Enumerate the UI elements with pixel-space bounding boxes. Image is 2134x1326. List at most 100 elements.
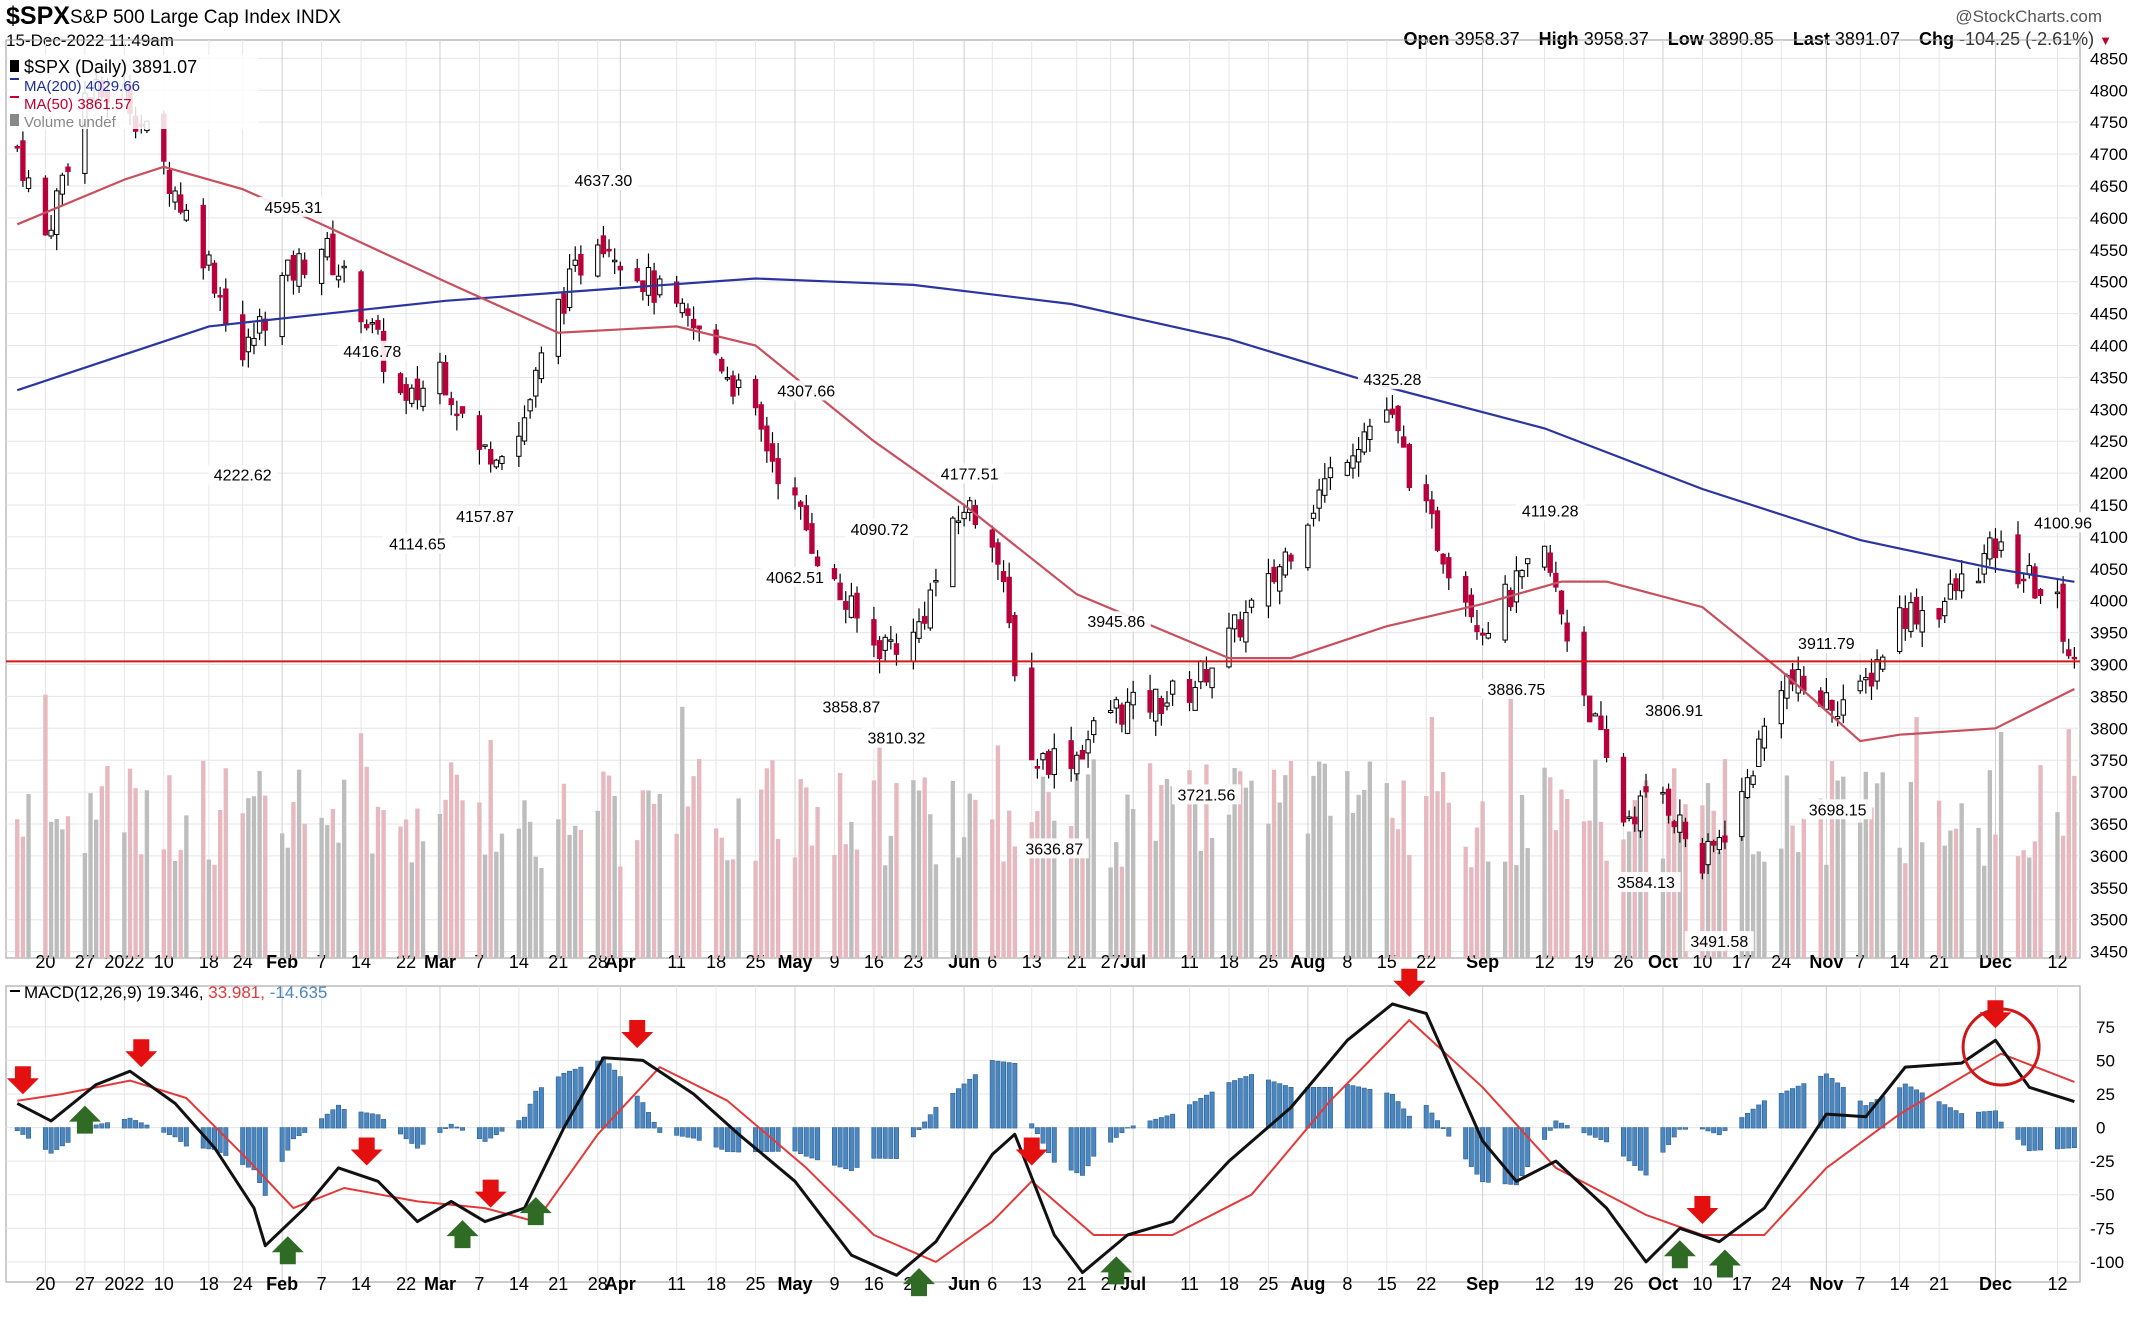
histogram-bar <box>1113 1127 1119 1138</box>
candle-down <box>769 443 776 462</box>
x-tick-label: 9 <box>829 1274 839 1294</box>
histogram-bar <box>217 1127 223 1153</box>
price-tick-label: 3500 <box>2090 911 2128 930</box>
volume-bar <box>1942 845 1947 958</box>
candle-up <box>950 517 956 588</box>
volume-bar <box>792 857 798 958</box>
candle-up <box>1322 478 1328 496</box>
annotation-bg <box>771 380 841 401</box>
histogram-bar <box>144 1124 150 1129</box>
histogram-bar <box>1722 1127 1728 1131</box>
histogram-bar <box>1074 1127 1080 1174</box>
x-tick-label: Oct <box>1648 1274 1678 1294</box>
volume-bar <box>725 860 730 958</box>
x-tick-label: Sep <box>1466 952 1499 972</box>
legend-bg <box>8 55 258 129</box>
candle-up <box>341 265 347 269</box>
candle-down <box>375 319 381 330</box>
candle-down <box>713 329 719 354</box>
candle-up <box>1113 699 1119 709</box>
histogram-bar <box>1029 1123 1035 1129</box>
volume-bar <box>697 758 702 958</box>
candle-up <box>572 259 578 266</box>
x-tick-label: 13 <box>1022 1274 1042 1294</box>
volume-bar <box>522 800 527 958</box>
candle-down <box>764 425 770 452</box>
candle-up <box>1367 425 1373 440</box>
volume-bar <box>832 855 837 958</box>
annotation-bg <box>935 463 1005 484</box>
histogram-bar <box>1429 1112 1435 1129</box>
volume-bar <box>1948 830 1953 958</box>
histogram-bar <box>1046 1127 1052 1154</box>
candle-down <box>1119 704 1125 725</box>
histogram-bar <box>330 1109 336 1129</box>
annotation-bg <box>450 505 520 526</box>
candle-down <box>606 248 612 252</box>
volume-bar <box>1801 818 1807 958</box>
candle-down <box>634 268 640 282</box>
volume-bar <box>172 860 178 958</box>
volume-bar <box>1204 764 1209 958</box>
histogram-bar <box>792 1127 798 1152</box>
candle-down <box>454 413 460 417</box>
volume-bar <box>1508 695 1513 958</box>
volume-bar <box>1125 794 1130 958</box>
candle-down <box>1406 444 1413 489</box>
candle-down <box>1045 750 1052 775</box>
histogram-bar <box>724 1127 730 1152</box>
volume-bar <box>877 727 882 958</box>
volume-bar <box>1170 786 1175 958</box>
volume-bar <box>1446 802 1451 958</box>
x-tick-label: Jun <box>948 952 980 972</box>
volume-bar <box>54 818 59 958</box>
candle-down <box>730 375 736 397</box>
candle-up <box>1040 753 1046 761</box>
histogram-bar <box>617 1076 623 1129</box>
volume-bar <box>1841 776 1846 958</box>
candle-down <box>775 458 781 485</box>
volume-bar <box>1519 794 1525 958</box>
volume-bar <box>1683 804 1688 958</box>
open-value: 3958.37 <box>1454 29 1520 49</box>
candle-up <box>420 387 426 407</box>
histogram-bar <box>1761 1100 1767 1129</box>
volume-bar <box>1350 813 1356 958</box>
volume-bar <box>2038 765 2043 958</box>
candle-down <box>488 449 494 465</box>
candle-up <box>482 444 488 447</box>
histogram-bar <box>1660 1127 1666 1153</box>
histogram-bar <box>223 1127 229 1156</box>
histogram-bar <box>1327 1086 1333 1129</box>
annotation-label: 3945.86 <box>1087 614 1145 631</box>
histogram-bar <box>1125 1127 1131 1129</box>
volume-bar <box>1069 825 1074 958</box>
annotation-label: 4157.87 <box>456 509 514 526</box>
histogram-bar <box>1801 1083 1807 1129</box>
annotation-bg <box>1639 699 1709 720</box>
histogram-bar <box>848 1127 854 1171</box>
volume-bar <box>223 768 228 958</box>
volume-bars <box>15 694 2077 958</box>
candle-up <box>54 190 60 235</box>
volume-bar <box>1407 854 1412 958</box>
volume-bar <box>1209 837 1215 958</box>
candle-down <box>1553 572 1559 588</box>
volume-bar <box>1784 775 1790 958</box>
histogram-bar <box>341 1109 347 1129</box>
volume-bar <box>358 733 364 958</box>
x-tick-label: 7 <box>1855 1274 1865 1294</box>
x-tick-label: 15 <box>1377 1274 1397 1294</box>
candle-up <box>296 253 302 287</box>
candle-up <box>1857 680 1863 692</box>
histogram-bar <box>403 1127 409 1140</box>
histogram-bar <box>251 1127 257 1171</box>
candle-down <box>803 505 809 531</box>
volume-bar <box>1356 794 1361 958</box>
x-tick-label: 8 <box>1342 1274 1352 1294</box>
annotation-label: 3806.91 <box>1645 703 1703 720</box>
candle-up <box>1750 775 1756 785</box>
volume-bar <box>1486 861 1491 958</box>
volume-bar <box>1869 807 1874 958</box>
volume-bar <box>775 838 781 958</box>
